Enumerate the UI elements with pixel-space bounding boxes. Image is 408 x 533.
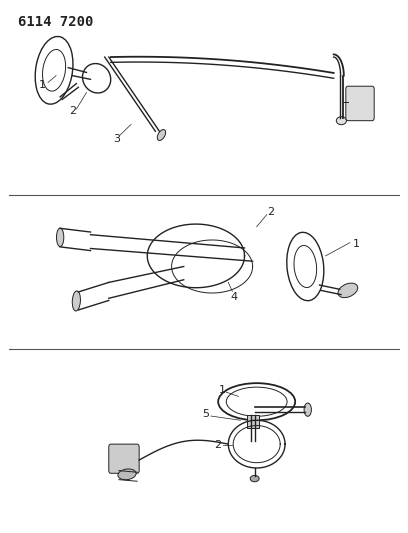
Ellipse shape xyxy=(118,469,136,480)
Ellipse shape xyxy=(56,228,64,247)
Ellipse shape xyxy=(304,403,311,416)
Text: 1: 1 xyxy=(38,79,45,90)
Text: 5: 5 xyxy=(202,409,210,419)
Text: 4: 4 xyxy=(231,292,238,302)
Ellipse shape xyxy=(157,130,166,141)
Text: 2: 2 xyxy=(215,440,222,450)
Text: 3: 3 xyxy=(113,134,120,144)
Bar xyxy=(246,415,259,428)
FancyBboxPatch shape xyxy=(109,444,139,473)
Text: 2: 2 xyxy=(69,106,76,116)
Text: 6114 7200: 6114 7200 xyxy=(18,14,93,29)
Ellipse shape xyxy=(72,291,80,311)
Ellipse shape xyxy=(336,117,346,125)
Text: 2: 2 xyxy=(267,207,275,217)
Text: 1: 1 xyxy=(353,239,359,249)
Ellipse shape xyxy=(338,283,358,297)
Text: 1: 1 xyxy=(219,385,226,395)
FancyBboxPatch shape xyxy=(346,86,374,120)
Ellipse shape xyxy=(250,475,259,482)
